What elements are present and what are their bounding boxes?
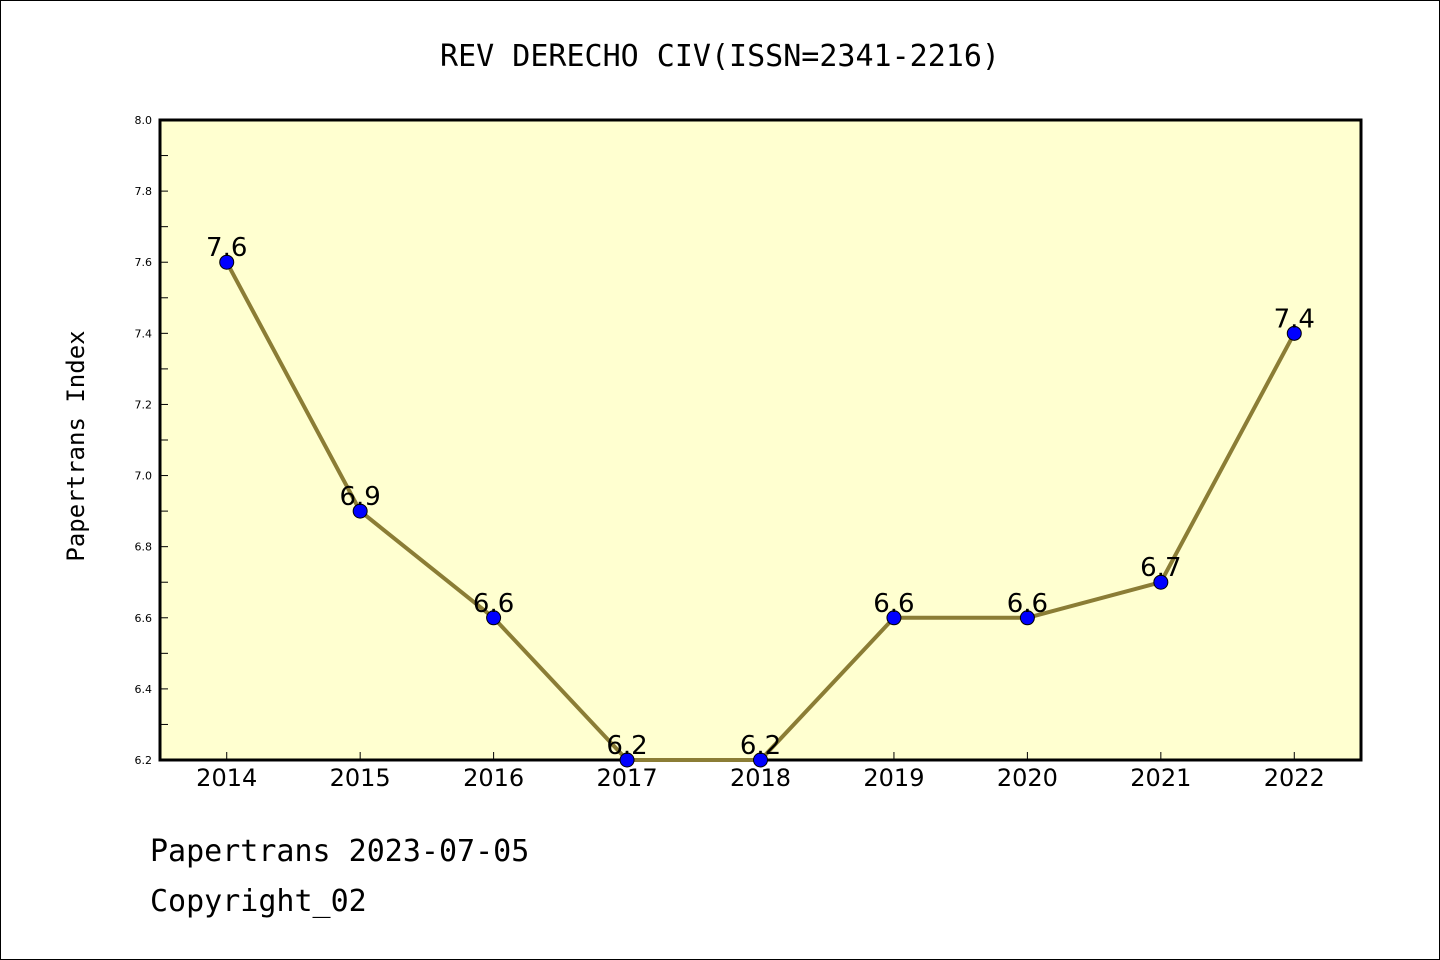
x-axis: 2014 2015 2016 2017 2018 2019 2020 2021 2022 xyxy=(196,752,1325,792)
chart-title: REV DERECHO CIV(ISSN=2341-2216) xyxy=(440,39,1000,74)
y-axis-label: Papertrans Index xyxy=(62,330,90,561)
data-label: 6.2 xyxy=(606,731,647,761)
y-tick-label: 6.2 xyxy=(135,754,153,767)
y-tick-label: 8.0 xyxy=(135,114,153,127)
data-point xyxy=(1019,610,1035,626)
footer-copyright: Copyright_02 xyxy=(150,884,367,919)
series-layer xyxy=(219,254,1302,768)
data-point xyxy=(1286,325,1302,341)
y-tick-label: 6.8 xyxy=(135,541,153,554)
plot-area xyxy=(158,118,1363,762)
data-label: 6.9 xyxy=(339,482,380,512)
data-point xyxy=(753,752,768,768)
y-tick-label: 7.2 xyxy=(135,398,153,411)
x-tick-label: 2020 xyxy=(997,764,1058,792)
x-tick-label: 2014 xyxy=(196,764,257,792)
data-point xyxy=(1153,574,1169,590)
data-label: 6.7 xyxy=(1140,553,1181,583)
data-label: 7.4 xyxy=(1274,304,1315,334)
x-tick-label: 2017 xyxy=(597,764,658,792)
x-tick-label: 2015 xyxy=(330,764,391,792)
y-axis: 6.2 6.4 6.6 6.8 7.0 7.2 7.4 7.6 7.8 8.0 xyxy=(135,114,168,767)
y-tick-label: 7.8 xyxy=(135,185,153,198)
footer-date: Papertrans 2023-07-05 xyxy=(150,834,530,869)
x-tick-label: 2018 xyxy=(730,764,791,792)
data-labels: 7.6 6.9 6.6 6.2 6.2 6.6 6.6 6.7 7.4 xyxy=(206,233,1315,761)
y-tick-label: 6.6 xyxy=(135,612,153,625)
data-label: 6.6 xyxy=(1007,589,1048,619)
y-tick-label: 7.0 xyxy=(135,470,153,483)
data-label: 6.6 xyxy=(473,589,514,619)
data-point xyxy=(886,610,902,626)
data-point xyxy=(486,610,502,626)
y-tick-label: 7.6 xyxy=(135,256,153,269)
data-label: 6.2 xyxy=(740,731,781,761)
y-tick-label: 7.4 xyxy=(135,327,153,340)
data-point xyxy=(619,752,635,768)
x-tick-label: 2022 xyxy=(1264,764,1325,792)
x-tick-label: 2016 xyxy=(463,764,524,792)
y-tick-label: 6.4 xyxy=(135,683,153,696)
data-point xyxy=(219,254,235,270)
data-label: 6.6 xyxy=(873,589,914,619)
data-label: 7.6 xyxy=(206,233,247,263)
x-tick-label: 2021 xyxy=(1130,764,1191,792)
x-tick-label: 2019 xyxy=(863,764,924,792)
data-point xyxy=(352,503,368,519)
